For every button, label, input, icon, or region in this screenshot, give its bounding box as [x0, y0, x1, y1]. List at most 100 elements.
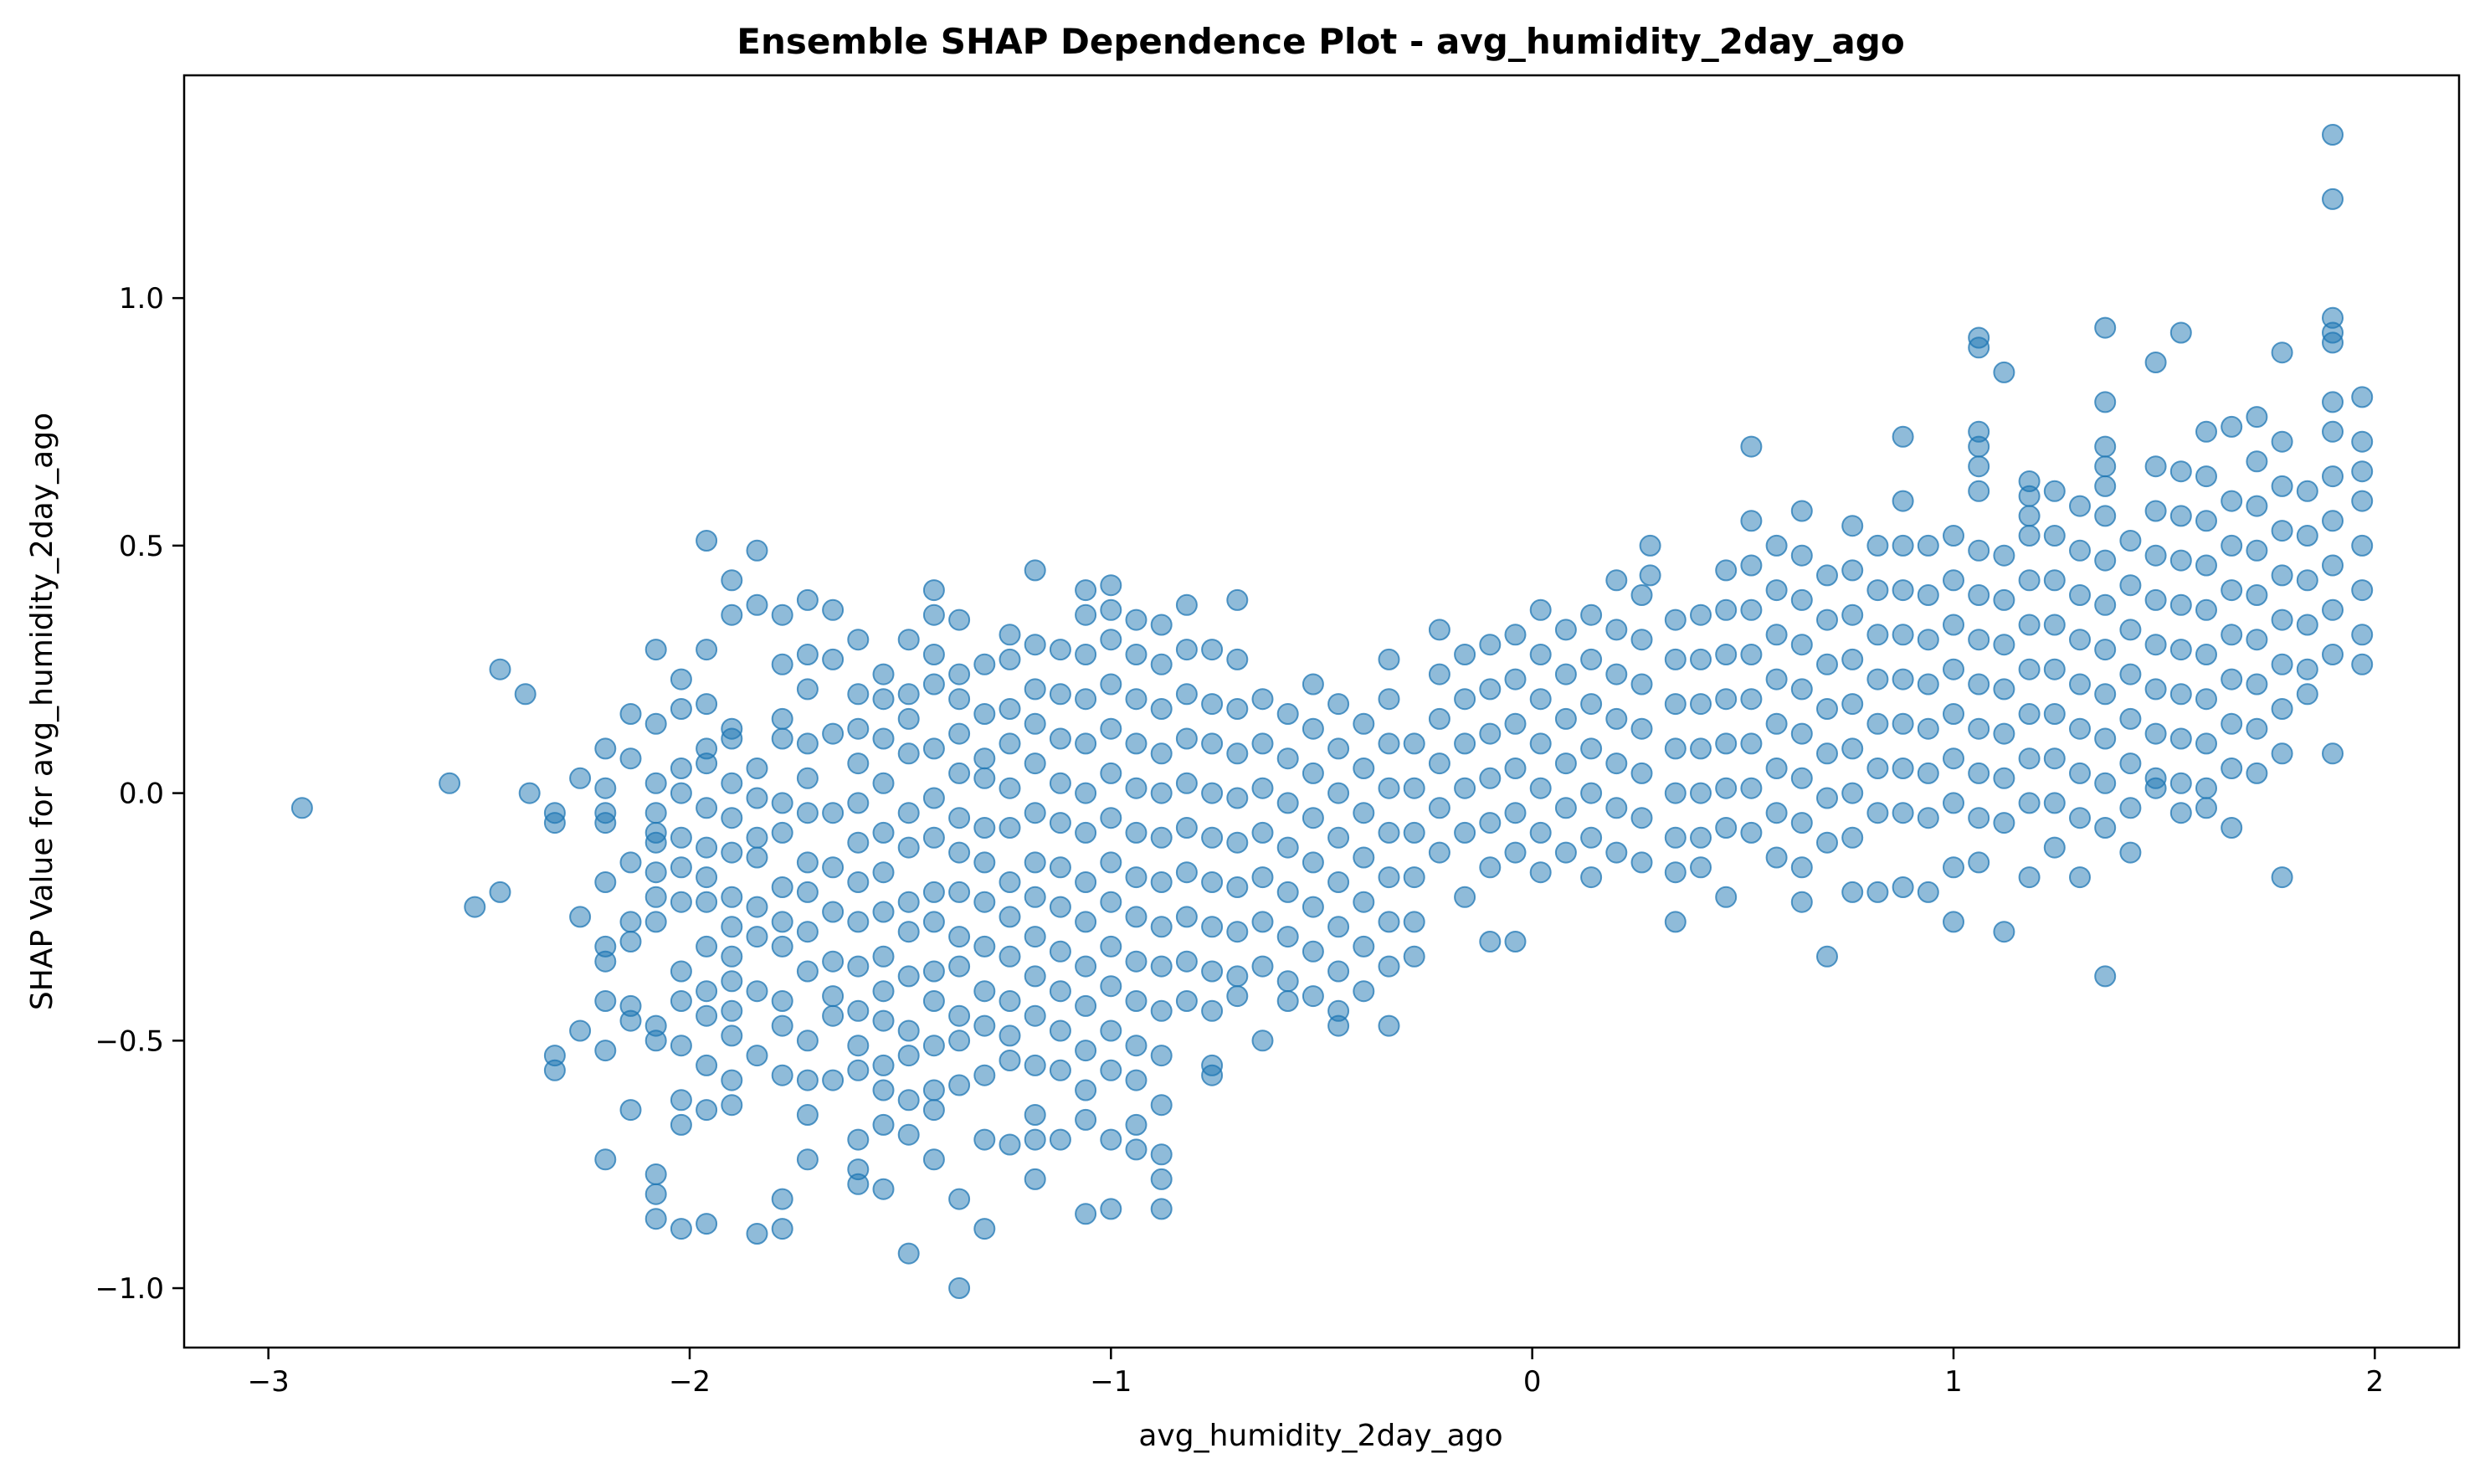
data-point [1327, 871, 1350, 893]
data-point [1403, 777, 1425, 799]
data-point [1403, 866, 1425, 889]
data-point [1251, 866, 1274, 889]
data-point [1428, 663, 1450, 686]
data-point [1049, 639, 1071, 661]
data-point [1125, 644, 1148, 665]
data-point [2246, 717, 2268, 740]
data-point [1100, 1128, 1122, 1151]
data-point [696, 1054, 718, 1076]
data-point [1100, 975, 1122, 998]
data-point [2119, 574, 2142, 597]
data-point [2094, 549, 2117, 572]
data-point [1428, 797, 1450, 819]
y-tick-label: 1.0 [119, 282, 164, 316]
data-point [922, 1079, 945, 1101]
data-point [1049, 1059, 1071, 1081]
data-point [973, 767, 996, 789]
data-point [1715, 598, 1738, 621]
data-point [1353, 935, 1375, 958]
data-point [2094, 455, 2117, 478]
data-point [1664, 737, 1687, 760]
data-point [2296, 683, 2318, 706]
data-point [2296, 480, 2318, 502]
data-point [1816, 564, 1838, 587]
data-point [1024, 559, 1046, 582]
data-point [1302, 940, 1324, 963]
data-point [1630, 673, 1653, 696]
data-point [746, 593, 768, 616]
data-point [644, 831, 667, 854]
data-point [2043, 836, 2066, 859]
data-point [1917, 717, 1939, 740]
data-point [1403, 911, 1425, 933]
data-point [2195, 420, 2217, 443]
data-point [2094, 772, 2117, 794]
data-point [1479, 678, 1502, 701]
data-point [2043, 703, 2066, 725]
data-point [1075, 688, 1097, 711]
data-point [2043, 480, 2066, 502]
data-point [1201, 871, 1224, 893]
data-point [897, 683, 920, 706]
data-point [922, 990, 945, 1012]
data-point [1580, 737, 1603, 760]
data-point [2322, 510, 2344, 532]
data-point [1226, 921, 1249, 943]
x-tick-label: −1 [1090, 1365, 1132, 1399]
data-point [999, 648, 1021, 670]
data-point [2271, 341, 2293, 364]
data-point [2322, 598, 2344, 621]
data-point [746, 980, 768, 1003]
data-point [2246, 629, 2268, 651]
data-point [1403, 945, 1425, 968]
data-point [1968, 807, 1990, 829]
data-point [2246, 450, 2268, 473]
data-point [1892, 425, 1914, 448]
data-point [948, 663, 971, 686]
data-point [822, 598, 845, 621]
data-point [1075, 603, 1097, 626]
data-point [1866, 668, 1889, 691]
data-point [1150, 999, 1173, 1022]
data-point [1302, 896, 1324, 918]
data-point [1841, 648, 1864, 670]
data-point [999, 1050, 1021, 1071]
data-point [897, 836, 920, 859]
data-point [897, 1089, 920, 1112]
data-point [670, 891, 692, 913]
data-point [1100, 629, 1122, 651]
data-point [1353, 846, 1375, 869]
data-point [1479, 767, 1502, 789]
data-point [922, 881, 945, 903]
data-point [1175, 683, 1198, 706]
data-point [2018, 485, 2041, 507]
data-point [746, 757, 768, 779]
data-point [922, 603, 945, 626]
data-point [1580, 603, 1603, 626]
data-point [670, 698, 692, 720]
data-point [1024, 678, 1046, 701]
data-point [1529, 861, 1552, 884]
data-point [670, 990, 692, 1012]
data-point [1529, 821, 1552, 844]
data-point [2271, 866, 2293, 889]
data-point [847, 1059, 870, 1081]
data-point [1075, 1040, 1097, 1062]
data-point [973, 851, 996, 874]
data-point [1428, 841, 1450, 864]
data-point [847, 871, 870, 893]
data-point [2094, 391, 2117, 413]
data-point [1201, 782, 1224, 804]
data-point [1075, 1108, 1097, 1131]
data-point [847, 1035, 870, 1057]
data-point [2144, 500, 2167, 522]
data-point [1100, 673, 1122, 696]
data-point [1554, 707, 1577, 730]
data-point [2018, 703, 2041, 725]
data-point [2169, 321, 2192, 344]
data-point [1276, 990, 1299, 1012]
data-point [1175, 906, 1198, 928]
data-point [999, 871, 1021, 893]
data-point [822, 950, 845, 973]
